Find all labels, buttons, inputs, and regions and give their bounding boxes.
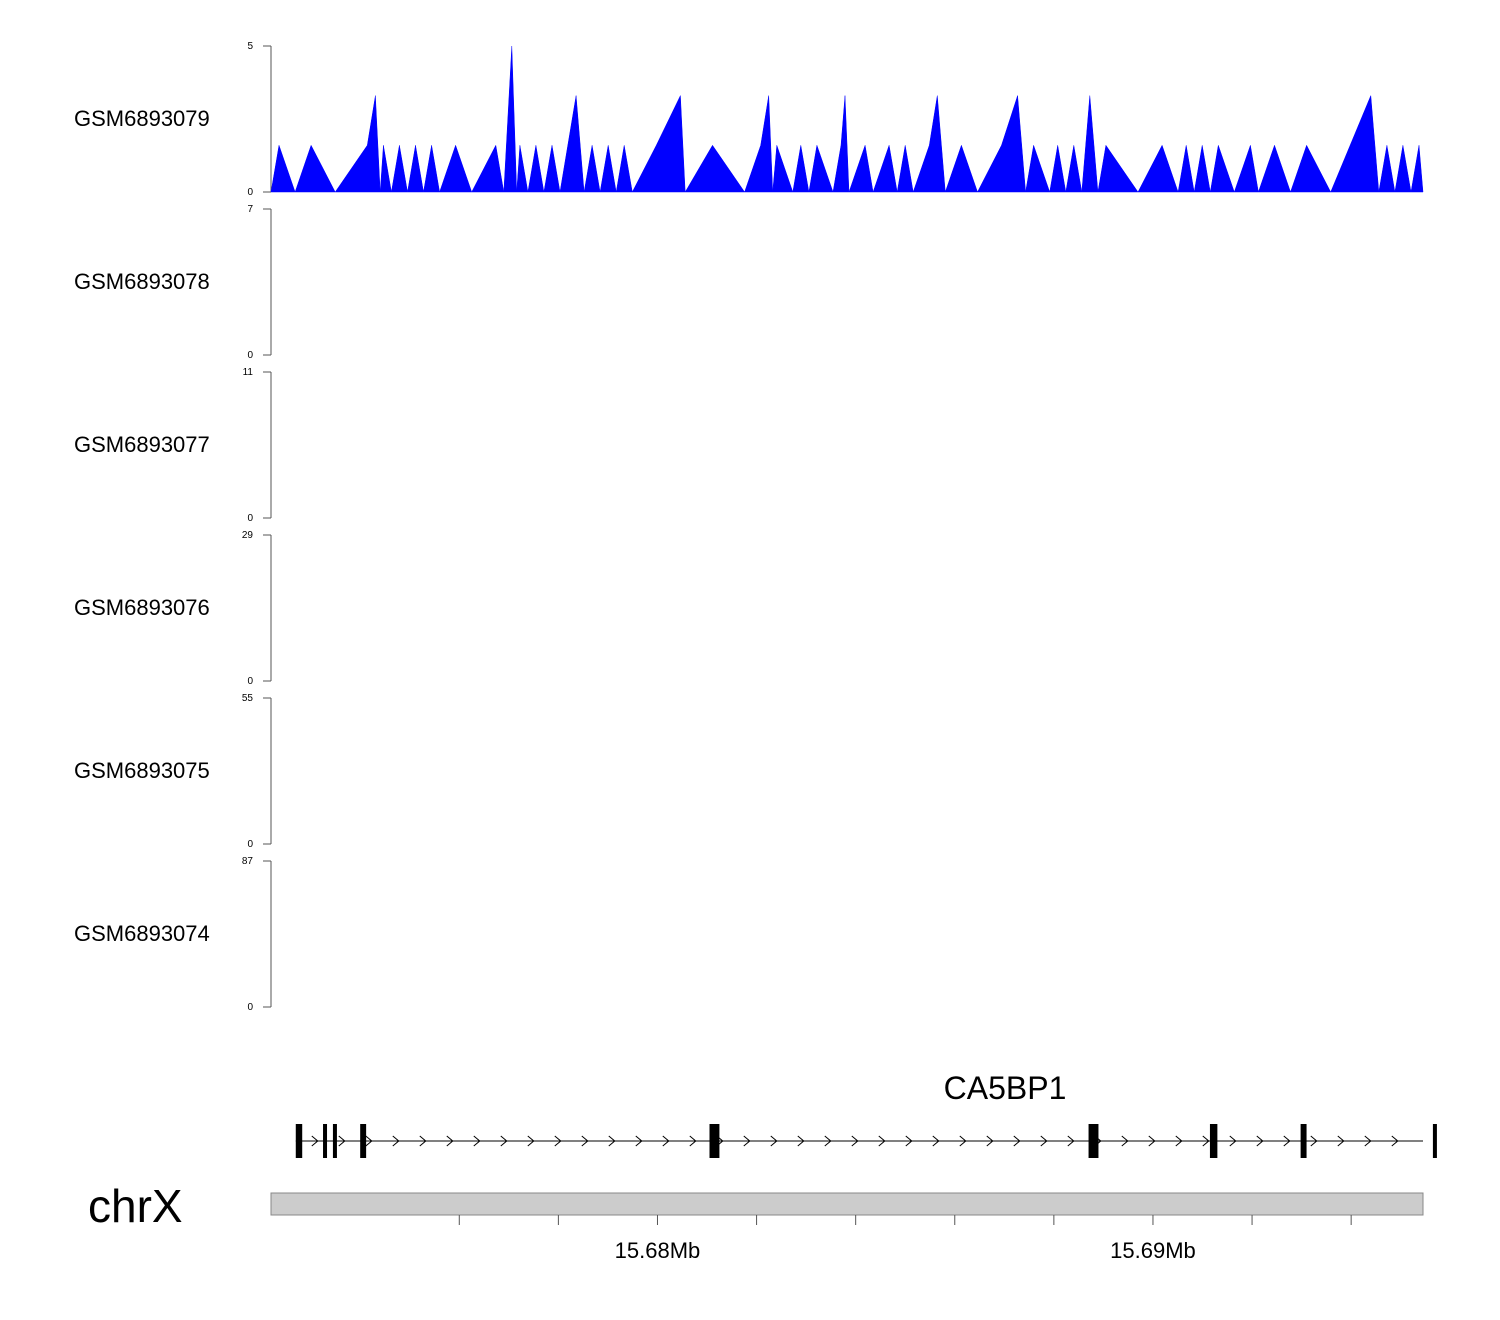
strand-arrow bbox=[581, 1135, 589, 1147]
exon-6 bbox=[1088, 1124, 1099, 1158]
exon-5 bbox=[709, 1124, 720, 1158]
chromosome-band bbox=[270, 1192, 1424, 1216]
y-tick-label-max: 29 bbox=[242, 530, 254, 541]
strand-arrow bbox=[932, 1135, 940, 1147]
strand-arrow bbox=[554, 1135, 562, 1147]
strand-arrow bbox=[1202, 1135, 1210, 1147]
chromosome-label: chrX bbox=[88, 1180, 183, 1232]
strand-arrow bbox=[608, 1135, 616, 1147]
strand-arrow bbox=[311, 1135, 319, 1147]
strand-arrow bbox=[1148, 1135, 1156, 1147]
gene-name-label: CA5BP1 bbox=[944, 1070, 1067, 1106]
track-label: GSM6893076 bbox=[74, 595, 210, 620]
chromosome-ticks: 15.68Mb 15.69Mb bbox=[458, 1215, 1352, 1263]
exon-8 bbox=[1300, 1124, 1307, 1158]
coverage-tracks: GSM689307950GSM689307870GSM6893077110GSM… bbox=[74, 41, 1424, 1013]
strand-arrow bbox=[1067, 1135, 1075, 1147]
strand-arrow bbox=[905, 1135, 913, 1147]
track-GSM6893078: GSM6893078 7 0 bbox=[74, 204, 272, 361]
strand-arrow bbox=[1283, 1135, 1291, 1147]
track-label: GSM6893075 bbox=[74, 758, 210, 783]
strand-arrow bbox=[1013, 1135, 1021, 1147]
exon-1 bbox=[295, 1124, 303, 1158]
track-label: GSM6893078 bbox=[74, 269, 210, 294]
track-label: GSM6893077 bbox=[74, 432, 210, 457]
track-GSM6893074: GSM6893074 87 0 bbox=[74, 856, 272, 1013]
strand-arrow bbox=[419, 1135, 427, 1147]
strand-arrow bbox=[743, 1135, 751, 1147]
strand-arrow bbox=[527, 1135, 535, 1147]
exon-9 bbox=[1432, 1124, 1437, 1158]
gene-model bbox=[295, 1124, 1437, 1158]
strand-arrow bbox=[689, 1135, 697, 1147]
track-label: GSM6893079 bbox=[74, 106, 210, 131]
strand-arrow bbox=[446, 1135, 454, 1147]
exon-4 bbox=[360, 1124, 367, 1158]
strand-arrow bbox=[986, 1135, 994, 1147]
strand-arrow bbox=[1337, 1135, 1345, 1147]
coverage-area bbox=[270, 45, 1424, 193]
chromosome-tick-label: 15.69Mb bbox=[1110, 1238, 1196, 1263]
y-tick-label-max: 7 bbox=[247, 204, 253, 215]
strand-arrow bbox=[662, 1135, 670, 1147]
strand-arrow bbox=[1364, 1135, 1372, 1147]
exon-2 bbox=[323, 1124, 328, 1158]
exon-7 bbox=[1209, 1124, 1218, 1158]
chromosome-axis: chrX 15.68Mb 15.69Mb bbox=[88, 1180, 1424, 1263]
strand-arrow bbox=[1256, 1135, 1264, 1147]
strand-arrow bbox=[635, 1135, 643, 1147]
strand-arrow bbox=[338, 1135, 346, 1147]
y-tick-label-zero: 0 bbox=[247, 513, 253, 524]
strand-arrow bbox=[959, 1135, 967, 1147]
gene-track: CA5BP1 bbox=[295, 1070, 1437, 1158]
strand-arrow bbox=[878, 1135, 886, 1147]
strand-arrow bbox=[1229, 1135, 1237, 1147]
strand-arrow bbox=[1175, 1135, 1183, 1147]
strand-arrow bbox=[1121, 1135, 1129, 1147]
y-tick-label-zero: 0 bbox=[247, 1002, 253, 1013]
y-tick-label-zero: 0 bbox=[247, 350, 253, 361]
y-tick-label-max: 5 bbox=[247, 41, 253, 52]
strand-arrow bbox=[1391, 1135, 1399, 1147]
track-GSM6893076: GSM6893076 29 0 bbox=[74, 530, 272, 687]
strand-arrow bbox=[851, 1135, 859, 1147]
strand-arrow bbox=[824, 1135, 832, 1147]
strand-arrow bbox=[797, 1135, 805, 1147]
y-tick-label-zero: 0 bbox=[247, 676, 253, 687]
track-GSM6893079: GSM6893079 5 0 bbox=[74, 41, 1424, 198]
track-GSM6893077: GSM6893077 11 0 bbox=[74, 367, 272, 524]
strand-arrow bbox=[365, 1135, 373, 1147]
strand-arrow bbox=[770, 1135, 778, 1147]
exon-3 bbox=[332, 1124, 337, 1158]
track-GSM6893075: GSM6893075 55 0 bbox=[74, 693, 272, 850]
y-tick-label-max: 11 bbox=[243, 367, 254, 378]
y-tick-label-max: 55 bbox=[242, 693, 254, 704]
strand-arrow bbox=[500, 1135, 508, 1147]
y-tick-label-zero: 0 bbox=[247, 839, 253, 850]
strand-arrow bbox=[1040, 1135, 1048, 1147]
y-tick-label-max: 87 bbox=[242, 856, 254, 867]
track-label: GSM6893074 bbox=[74, 921, 210, 946]
strand-arrow bbox=[473, 1135, 481, 1147]
strand-arrow bbox=[392, 1135, 400, 1147]
y-tick-label-zero: 0 bbox=[247, 187, 253, 198]
chromosome-tick-label: 15.68Mb bbox=[615, 1238, 701, 1263]
strand-arrow bbox=[1310, 1135, 1318, 1147]
